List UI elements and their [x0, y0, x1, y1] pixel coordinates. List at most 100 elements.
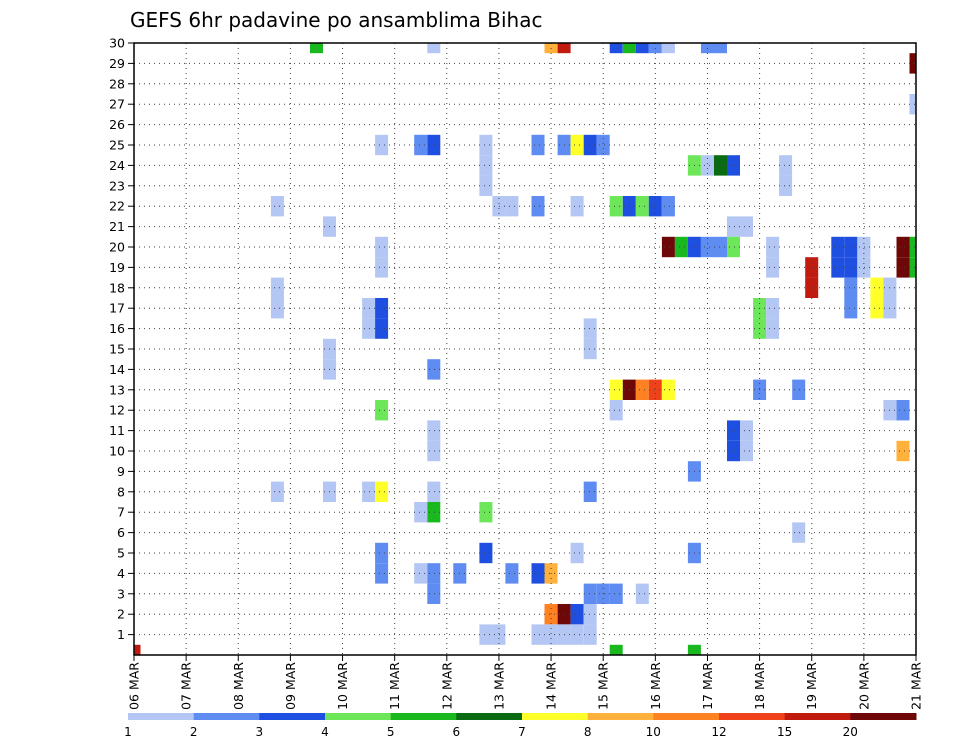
colorbar-swatch — [784, 713, 851, 720]
heatmap-cell — [740, 216, 753, 237]
y-tick-label: 15 — [109, 342, 125, 357]
heatmap-cell — [727, 216, 740, 237]
y-tick-label: 19 — [109, 260, 125, 275]
x-tick-label: 11 MAR — [387, 662, 402, 710]
heatmap-cell — [909, 236, 916, 258]
heatmap-cell — [270, 196, 284, 217]
y-tick-label: 8 — [117, 484, 125, 499]
y-tick-label: 29 — [109, 56, 125, 71]
heatmap-cell — [909, 53, 916, 74]
y-tick-label: 12 — [109, 403, 125, 418]
heatmap-cell — [375, 134, 389, 156]
colorbar-label: 6 — [452, 725, 460, 739]
x-tick-label: 09 MAR — [283, 662, 298, 710]
heatmap-cell — [375, 542, 389, 564]
heatmap-cell — [609, 379, 623, 400]
heatmap-cell — [427, 583, 441, 604]
y-tick-label: 27 — [109, 97, 125, 112]
heatmap-cell — [740, 440, 753, 462]
heatmap-cell — [857, 236, 871, 258]
heatmap-cell — [427, 134, 441, 156]
heatmap-cell — [557, 43, 571, 54]
y-tick-label: 20 — [109, 240, 125, 255]
heatmap-cell — [805, 257, 819, 278]
heatmap-cell — [362, 481, 376, 502]
heatmap-cell — [766, 318, 780, 339]
y-tick-label: 2 — [117, 607, 125, 622]
heatmap-cell — [896, 400, 910, 421]
heatmap-cell — [896, 257, 910, 278]
heatmap-cell — [870, 298, 884, 319]
x-tick-label: 17 MAR — [700, 662, 715, 710]
heatmap-cell — [609, 583, 623, 604]
heatmap-cell — [661, 379, 675, 400]
heatmap-cell — [492, 624, 506, 645]
y-tick-label: 9 — [117, 464, 125, 479]
heatmap-cell — [583, 134, 597, 156]
y-tick-label: 6 — [117, 525, 125, 540]
heatmap-cell — [479, 502, 493, 523]
heatmap-cell — [727, 420, 740, 441]
colorbar-label: 3 — [255, 725, 263, 739]
heatmap-cell — [570, 134, 584, 156]
heatmap-cell — [661, 196, 675, 217]
x-tick-label: 16 MAR — [648, 662, 663, 710]
colorbar-label: 20 — [843, 725, 858, 739]
heatmap-cell — [505, 563, 519, 584]
heatmap-cell — [479, 175, 493, 196]
heatmap-cell — [701, 236, 714, 258]
heatmap-cell — [414, 563, 428, 584]
colorbar-label: 4 — [321, 725, 329, 739]
heatmap-cell — [766, 298, 780, 319]
heatmap-cell — [570, 196, 584, 217]
x-tick-label: 07 MAR — [179, 662, 194, 710]
heatmap-cell — [792, 379, 806, 400]
colorbar-swatch — [259, 713, 326, 720]
colorbar-label: 2 — [190, 725, 198, 739]
heatmap-cell — [909, 257, 916, 278]
heatmap-cell — [570, 604, 584, 625]
heatmap-cell — [375, 400, 389, 421]
colorbar-swatch — [456, 713, 523, 720]
colorbar-label: 7 — [518, 725, 526, 739]
heatmap-cell — [583, 481, 597, 502]
heatmap-cell — [583, 624, 597, 645]
colorbar-label: 8 — [584, 725, 592, 739]
heatmap-cell — [831, 257, 845, 278]
colorbar-label: 5 — [387, 725, 395, 739]
heatmap-cells — [134, 43, 916, 655]
heatmap-cell — [609, 644, 623, 655]
colorbar-legend: 1 2 3 4 5 6 7 8 10 12 15 20 — [124, 713, 917, 739]
y-tick-label: 14 — [109, 362, 125, 377]
heatmap-cell — [635, 379, 649, 400]
heatmap-cell — [661, 236, 675, 258]
y-tick-label: 16 — [109, 321, 125, 336]
heatmap-cell — [844, 298, 858, 319]
heatmap-cell — [362, 318, 376, 339]
y-tick-label: 17 — [109, 301, 125, 316]
heatmap-cell — [714, 43, 727, 54]
heatmap-cell — [427, 440, 441, 462]
heatmap-cell — [570, 542, 584, 564]
heatmap-cell — [427, 420, 441, 441]
heatmap-cell — [375, 481, 389, 502]
heatmap-cell — [583, 318, 597, 339]
x-tick-label: 08 MAR — [231, 662, 246, 710]
colorbar-swatch — [522, 713, 589, 720]
heatmap-cell — [492, 196, 506, 217]
x-tick-label: 18 MAR — [752, 662, 767, 710]
heatmap-cell — [857, 257, 871, 278]
chart-title: GEFS 6hr padavine po ansamblima Bihac — [130, 8, 542, 32]
heatmap-cell — [531, 563, 545, 584]
heatmap-cell — [375, 563, 389, 584]
heatmap-cell — [896, 440, 910, 462]
y-tick-label: 11 — [109, 423, 125, 438]
heatmap-cell — [134, 644, 141, 655]
heatmap-cell — [531, 196, 545, 217]
heatmap-cell — [648, 196, 662, 217]
heatmap-cell — [479, 134, 493, 156]
heatmap-cell — [844, 257, 858, 278]
heatmap-cell — [661, 43, 675, 54]
heatmap-cell — [701, 155, 714, 176]
heatmap-cell — [622, 43, 636, 54]
